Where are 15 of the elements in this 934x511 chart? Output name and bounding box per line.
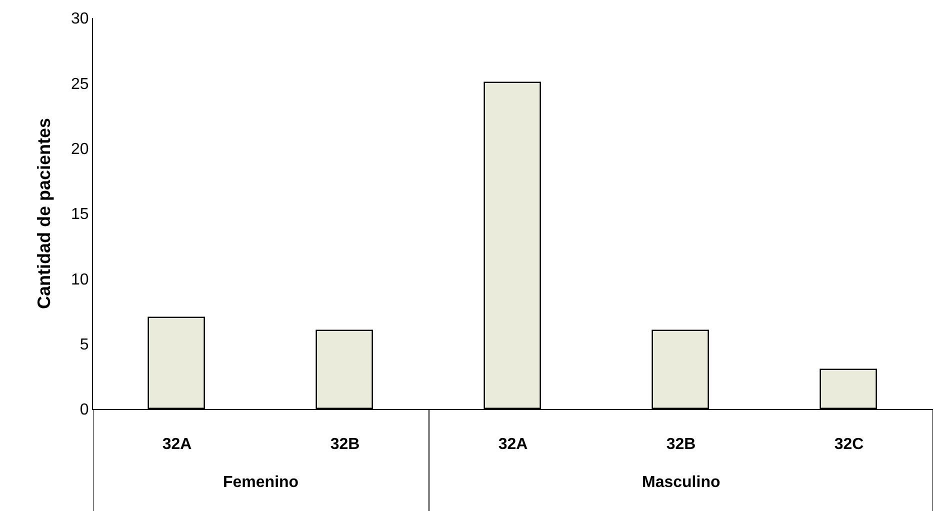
y-tick-label: 0 (80, 402, 89, 419)
y-tick-label: 15 (71, 206, 89, 224)
text: Masculino (642, 474, 720, 491)
x-tick-label: 32A (162, 436, 192, 454)
x-tick-label: 32B (666, 436, 696, 454)
y-tick-label: 25 (71, 76, 89, 93)
y-axis-title: Cantidad de pacientes (34, 118, 54, 310)
text: Femenino (223, 474, 299, 491)
y-tick-label: 20 (71, 140, 89, 158)
x-tick-label: 32A (498, 436, 528, 454)
x-tick-label: 32B (330, 436, 360, 454)
x-tick-label: 32C (834, 436, 864, 454)
y-tick-label: 30 (71, 10, 89, 28)
y-tick-label: 5 (80, 336, 89, 354)
y-tick-label: 10 (71, 271, 89, 288)
